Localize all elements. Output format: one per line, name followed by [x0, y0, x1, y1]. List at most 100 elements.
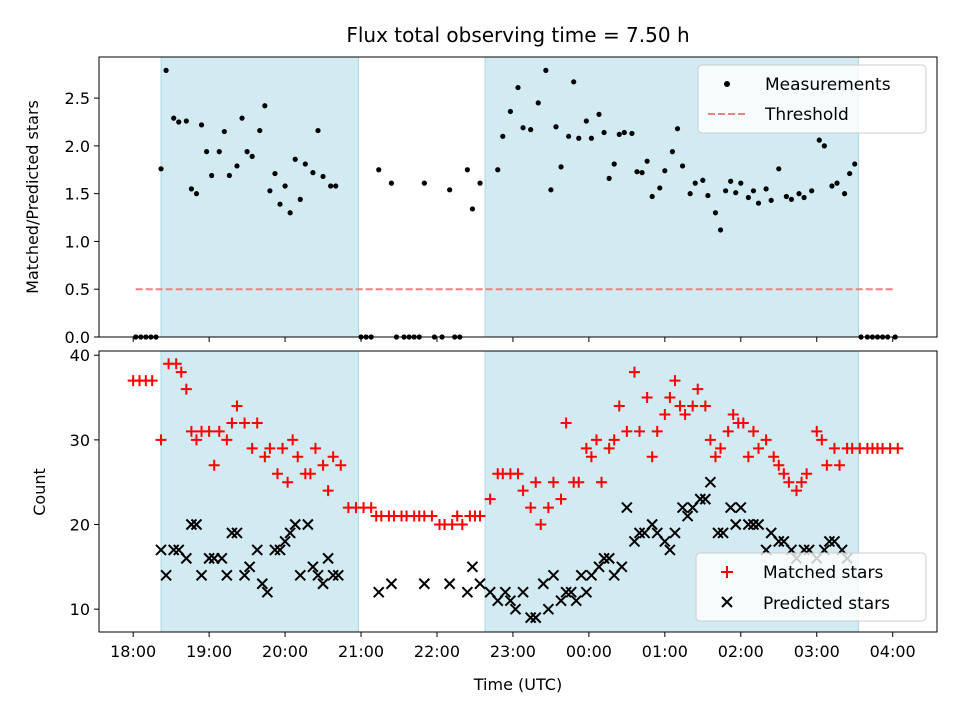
- point-matched-stars: [722, 425, 734, 437]
- point-measurements: [249, 153, 255, 159]
- point-measurements: [809, 188, 815, 194]
- point-measurements: [297, 196, 303, 202]
- x-tick-label: 00:00: [566, 642, 612, 661]
- point-matched-stars: [811, 425, 823, 437]
- top-legend-box: [697, 64, 927, 134]
- point-matched-stars: [687, 400, 699, 412]
- point-matched-stars: [727, 408, 739, 420]
- point-matched-stars: [828, 442, 840, 454]
- point-predicted-stars: [712, 527, 724, 539]
- y-tick-label: 40: [70, 346, 90, 365]
- x-tick-label: 02:00: [718, 642, 764, 661]
- point-measurements: [629, 130, 635, 137]
- point-matched-stars: [365, 502, 377, 514]
- point-measurements: [783, 193, 789, 200]
- point-predicted-stars: [461, 586, 474, 598]
- point-matched-stars: [621, 425, 633, 437]
- point-predicted-stars: [256, 578, 269, 590]
- point-matched-stars: [801, 468, 813, 480]
- point-measurements: [292, 156, 298, 162]
- point-measurements: [282, 183, 288, 189]
- point-measurements: [500, 133, 506, 139]
- point-matched-stars: [555, 493, 567, 505]
- point-measurements: [692, 180, 698, 186]
- point-matched-stars: [768, 451, 780, 463]
- point-measurements: [193, 191, 200, 197]
- point-measurements: [728, 178, 734, 184]
- point-predicted-stars: [560, 586, 572, 598]
- point-predicted-stars: [517, 586, 529, 598]
- point-matched-stars: [155, 434, 167, 446]
- point-matched-stars: [753, 442, 765, 454]
- point-predicted-stars: [294, 569, 306, 581]
- x-tick-label: 23:00: [490, 642, 536, 661]
- point-matched-stars: [560, 417, 572, 429]
- point-predicted-stars: [243, 561, 256, 573]
- point-matched-stars: [778, 468, 790, 480]
- x-tick-label: 21:00: [338, 642, 384, 661]
- point-matched-stars: [821, 459, 833, 471]
- point-predicted-stars: [621, 501, 633, 514]
- point-predicted-stars: [616, 561, 628, 573]
- point-predicted-stars: [289, 518, 301, 531]
- point-measurements: [272, 170, 278, 177]
- point-measurements: [841, 191, 848, 197]
- point-predicted-stars: [385, 578, 398, 590]
- x-tick-label: 22:00: [414, 642, 460, 661]
- point-matched-stars: [641, 392, 653, 404]
- point-predicted-stars: [752, 518, 765, 531]
- bottom-legend: Matched stars Predicted stars: [695, 552, 927, 622]
- point-measurements: [203, 149, 210, 155]
- point-matched-stars: [580, 442, 592, 454]
- point-measurements: [469, 206, 476, 212]
- point-measurements: [571, 79, 577, 85]
- point-matched-stars: [704, 434, 716, 446]
- point-matched-stars: [271, 468, 283, 480]
- point-measurements: [588, 135, 595, 141]
- point-measurements: [768, 197, 774, 203]
- point-measurements: [183, 118, 189, 124]
- point-measurements: [801, 194, 807, 201]
- point-matched-stars: [747, 425, 759, 437]
- point-predicted-stars: [730, 518, 742, 531]
- point-matched-stars: [669, 375, 681, 387]
- point-predicted-stars: [474, 578, 486, 590]
- point-predicted-stars: [251, 544, 263, 556]
- point-matched-stars: [590, 434, 602, 446]
- point-predicted-stars: [823, 535, 836, 548]
- top-x-ticks: [132, 337, 894, 342]
- point-predicted-stars: [504, 594, 517, 607]
- point-measurements: [198, 122, 205, 128]
- point-predicted-stars: [231, 527, 243, 539]
- point-matched-stars: [512, 468, 524, 480]
- point-measurements: [315, 127, 321, 134]
- point-predicted-stars: [160, 569, 172, 581]
- point-matched-stars: [282, 476, 294, 488]
- point-predicted-stars: [167, 544, 180, 556]
- point-predicted-stars: [327, 569, 339, 581]
- point-measurements: [310, 170, 316, 176]
- point-measurements: [852, 161, 858, 167]
- point-measurements: [277, 201, 283, 207]
- point-measurements: [821, 143, 827, 149]
- x-tick-label: 03:00: [794, 642, 840, 661]
- point-measurements: [244, 149, 250, 155]
- point-predicted-stars: [499, 586, 512, 598]
- point-measurements: [188, 186, 195, 192]
- point-measurements: [520, 125, 526, 131]
- point-predicted-stars: [203, 552, 215, 565]
- point-matched-stars: [692, 383, 704, 395]
- point-matched-stars: [790, 485, 802, 497]
- bottom-x-ticks: 18:00 19:00 20:00 21:00 22:00 23:00 00:00 01:00…: [110, 632, 916, 661]
- point-matched-stars: [664, 392, 676, 404]
- point-matched-stars: [585, 451, 597, 463]
- point-measurements: [700, 177, 706, 183]
- point-predicted-stars: [332, 569, 344, 581]
- point-matched-stars: [603, 442, 615, 454]
- point-measurements: [328, 183, 334, 189]
- point-predicted-stars: [537, 578, 550, 590]
- point-matched-stars: [783, 476, 795, 488]
- point-matched-stars: [203, 425, 215, 437]
- point-matched-stars: [304, 468, 316, 480]
